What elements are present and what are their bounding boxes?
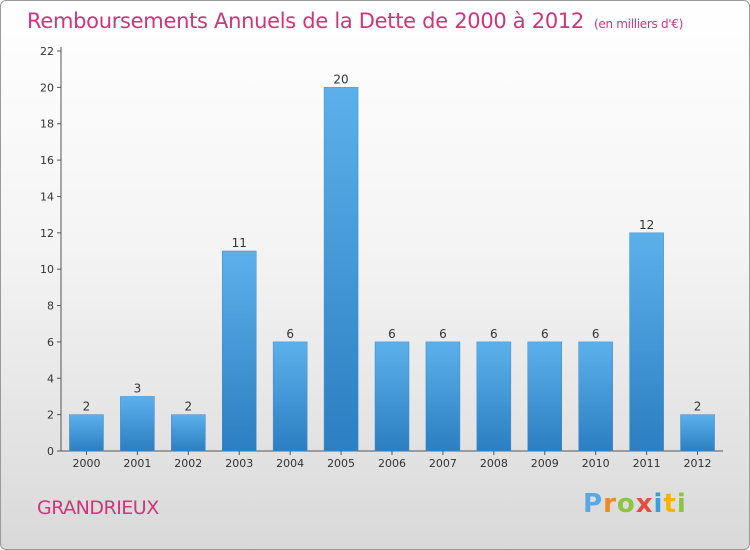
brand-letter-r: r xyxy=(603,489,617,519)
bar-value-label: 6 xyxy=(490,327,498,341)
brand-letter-i: i xyxy=(653,489,664,519)
y-tick-label: 16 xyxy=(40,154,54,167)
bar-value-label: 6 xyxy=(592,327,600,341)
x-tick-label: 2010 xyxy=(582,457,610,470)
chart-title: Remboursements Annuels de la Dette de 20… xyxy=(27,9,683,33)
x-tick-label: 2007 xyxy=(429,457,457,470)
bar-value-label: 2 xyxy=(83,400,91,414)
bar-value-label: 6 xyxy=(541,327,549,341)
x-tick-label: 2006 xyxy=(378,457,406,470)
brand-letter-i2: i xyxy=(676,489,687,519)
y-tick-label: 10 xyxy=(40,263,54,276)
brand-logo: Proxiti xyxy=(583,489,687,519)
y-tick-label: 0 xyxy=(47,445,54,458)
chart-title-text: Remboursements Annuels de la Dette de 20… xyxy=(27,9,584,33)
x-tick-label: 2012 xyxy=(684,457,712,470)
chart-subtitle: (en milliers d'€) xyxy=(594,17,684,31)
bar xyxy=(578,341,613,452)
y-tick-label: 6 xyxy=(47,336,54,349)
x-tick-label: 2003 xyxy=(225,457,253,470)
bar-value-label: 6 xyxy=(439,327,447,341)
brand-letter-o: o xyxy=(616,489,636,519)
bar xyxy=(476,341,512,452)
x-tick-label: 2001 xyxy=(123,457,151,470)
y-tick-label: 2 xyxy=(47,409,54,422)
bar xyxy=(120,396,155,452)
brand-letter-p: P xyxy=(583,489,604,519)
bar xyxy=(374,341,410,452)
bar xyxy=(69,414,104,452)
bar-value-label: 6 xyxy=(286,327,294,341)
bar-value-label: 12 xyxy=(639,218,654,232)
bar-value-label: 6 xyxy=(388,327,396,341)
y-tick-label: 22 xyxy=(40,45,54,58)
x-tick-label: 2004 xyxy=(276,457,304,470)
y-tick-label: 12 xyxy=(40,227,54,240)
bar xyxy=(323,87,359,452)
y-tick-label: 8 xyxy=(47,300,54,313)
bar-value-label: 20 xyxy=(333,72,348,86)
bar-value-label: 2 xyxy=(694,400,702,414)
commune-name: GRANDRIEUX xyxy=(37,497,159,519)
bar-value-label: 11 xyxy=(232,236,247,250)
bar-value-label: 2 xyxy=(184,400,192,414)
x-tick-label: 2009 xyxy=(531,457,559,470)
x-tick-label: 2002 xyxy=(174,457,202,470)
y-tick-label: 4 xyxy=(47,372,54,385)
bar xyxy=(171,414,206,452)
bar xyxy=(425,341,461,452)
bar xyxy=(680,414,715,452)
x-tick-label: 2011 xyxy=(633,457,661,470)
x-tick-label: 2005 xyxy=(327,457,355,470)
brand-letter-x: x xyxy=(635,489,654,519)
bar-value-label: 3 xyxy=(134,381,142,395)
bar xyxy=(629,232,664,452)
x-tick-label: 2008 xyxy=(480,457,508,470)
brand-letter-t: t xyxy=(663,489,677,519)
y-tick-label: 18 xyxy=(40,118,54,131)
x-tick-label: 2000 xyxy=(72,457,100,470)
bar xyxy=(527,341,563,452)
y-tick-label: 20 xyxy=(40,81,54,94)
y-tick-label: 14 xyxy=(40,190,54,203)
bar xyxy=(272,341,308,452)
bar xyxy=(221,250,257,452)
